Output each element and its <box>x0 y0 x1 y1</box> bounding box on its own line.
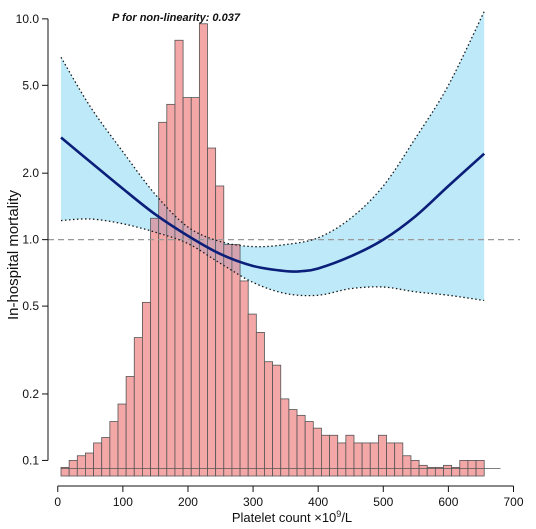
histogram-bar <box>76 455 86 477</box>
histogram-bar <box>377 434 387 477</box>
histogram-bar <box>125 376 135 477</box>
histogram-bar <box>117 403 127 477</box>
x-axis: 0 100 200 300 400 500 600 700 <box>54 485 524 509</box>
histogram-bar <box>85 452 94 477</box>
histogram-bar <box>158 121 168 477</box>
x-tick-label: 300 <box>243 495 263 509</box>
lower-ci-line <box>60 218 485 302</box>
histogram-bar <box>402 455 412 477</box>
histogram-bar <box>207 147 217 477</box>
x-tick-label: 100 <box>113 495 133 509</box>
x-tick-label: 600 <box>438 495 458 509</box>
x-tick-label: 400 <box>308 495 328 509</box>
histogram-bar <box>288 409 298 477</box>
histogram-bar <box>247 313 257 477</box>
histogram-bar <box>101 437 111 477</box>
histogram-bar <box>215 185 225 477</box>
histogram-bar <box>369 442 379 477</box>
histogram-bar <box>304 421 314 477</box>
annotation: P for non-linearity: 0.037 <box>112 12 241 24</box>
histogram-bar <box>337 442 347 477</box>
histogram-bar <box>329 434 339 477</box>
histogram-bar <box>182 97 192 477</box>
histogram-bar <box>272 364 282 477</box>
histogram-bar <box>264 361 274 477</box>
y-axis-label: In-hospital mortality <box>5 189 22 320</box>
y-tick-label: 10.0 <box>16 12 40 26</box>
histogram-bar <box>312 427 322 477</box>
histogram-bar <box>386 442 396 477</box>
histogram-bar <box>418 464 428 477</box>
y-tick-label: 1.0 <box>22 233 39 247</box>
histogram-bar <box>174 39 184 477</box>
histogram-bar <box>141 301 151 477</box>
histogram-bar <box>321 434 330 477</box>
histogram-bar <box>296 414 306 477</box>
histogram-bar <box>133 337 143 477</box>
estimate-curve <box>60 136 486 273</box>
y-axis: 0.1 0.2 0.5 1.0 2.0 5.0 10.0 <box>16 12 49 467</box>
histogram <box>60 23 501 477</box>
histogram-bar <box>361 442 371 477</box>
histogram-bar <box>109 421 119 477</box>
confidence-band <box>61 11 485 301</box>
x-axis-label: Platelet count ×109/L <box>232 509 352 525</box>
histogram-bar <box>394 442 404 477</box>
x-tick-label: 200 <box>178 495 198 509</box>
histogram-bar <box>280 398 290 477</box>
histogram-bar <box>190 97 200 477</box>
y-tick-label: 0.1 <box>22 453 39 467</box>
x-tick-label: 500 <box>373 495 393 509</box>
y-tick-label: 0.2 <box>22 387 39 401</box>
y-tick-label: 0.5 <box>22 299 39 313</box>
histogram-bar <box>345 434 355 477</box>
x-tick-label: 0 <box>54 495 61 509</box>
histogram-bar <box>353 442 363 477</box>
histogram-bar <box>223 244 233 477</box>
plot-area <box>48 11 520 477</box>
histogram-bar <box>231 244 241 477</box>
histogram-bar <box>255 332 265 477</box>
y-tick-label: 5.0 <box>22 78 39 92</box>
x-tick-label: 700 <box>503 495 523 509</box>
histogram-bar <box>239 280 249 477</box>
histogram-bar <box>150 217 160 477</box>
y-tick-label: 2.0 <box>22 166 39 180</box>
histogram-bar <box>166 103 176 477</box>
histogram-bar <box>443 464 453 477</box>
histogram-bar <box>93 442 103 477</box>
